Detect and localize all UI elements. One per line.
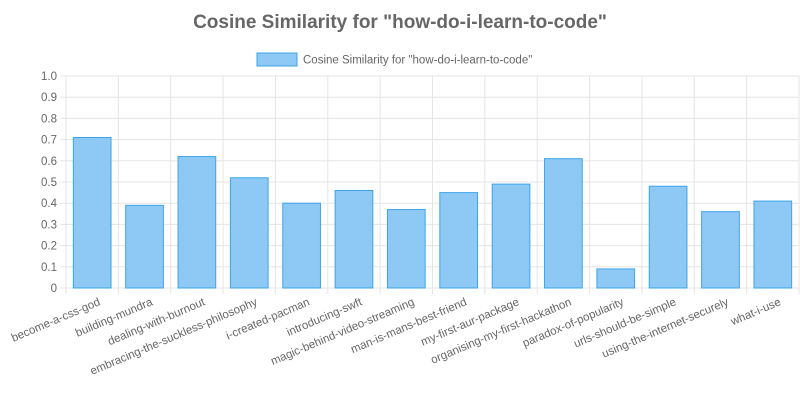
y-tick-label: 0.1	[41, 262, 57, 274]
y-axis-ticks: 0 0.1 0.2 0.3 0.4 0.5 0.6 0.7 0.8 0.9 1.0	[41, 71, 58, 295]
y-tick-label: 0	[51, 283, 57, 295]
bar-man-is-mans-best-friend[interactable]	[439, 192, 479, 289]
y-tick-label: 0.5	[41, 177, 57, 189]
grid-lines	[60, 75, 800, 294]
y-tick-label: 1.0	[41, 71, 57, 83]
bar-my-first-aur-package[interactable]	[491, 183, 531, 289]
bar-i-created-pacman[interactable]	[282, 202, 321, 289]
bar-organising-my-first-hackathon[interactable]	[544, 158, 583, 289]
y-tick-label: 0.3	[41, 219, 57, 231]
bar-urls-should-be-simple[interactable]	[648, 185, 688, 289]
bar-using-the-internet-securely[interactable]	[701, 211, 740, 289]
y-tick-label: 0.7	[41, 135, 57, 147]
x-axis-ticks: become-a-css-godbuilding-mundradealing-w…	[10, 296, 783, 378]
bar-magic-behind-video-streaming[interactable]	[386, 209, 426, 289]
legend[interactable]: Cosine Similarity for "how-do-i-learn-to…	[256, 52, 532, 67]
bar-building-mundra[interactable]	[125, 204, 164, 289]
chart-title: Cosine Similarity for "how-do-i-learn-to…	[193, 12, 607, 33]
y-tick-label: 0.2	[41, 241, 57, 253]
legend-swatch	[256, 52, 298, 67]
bar-dealing-with-burnout[interactable]	[177, 156, 217, 289]
bar-embracing-the-suckless-philosophy[interactable]	[229, 177, 269, 289]
bar-introducing-swft[interactable]	[334, 189, 374, 289]
legend-label: Cosine Similarity for "how-do-i-learn-to…	[303, 55, 532, 67]
y-tick-label: 0.6	[41, 156, 57, 168]
bar-what-i-use[interactable]	[753, 200, 793, 289]
x-tick-label: become-a-css-god	[10, 296, 102, 344]
y-tick-label: 0.8	[41, 113, 57, 125]
bars	[72, 136, 793, 289]
bar-become-a-css-god[interactable]	[72, 136, 112, 289]
y-tick-label: 0.9	[41, 92, 57, 104]
bar-paradox-of-popularity[interactable]	[596, 268, 636, 289]
y-tick-label: 0.4	[41, 198, 58, 210]
x-tick-label: what-i-use	[728, 296, 782, 328]
